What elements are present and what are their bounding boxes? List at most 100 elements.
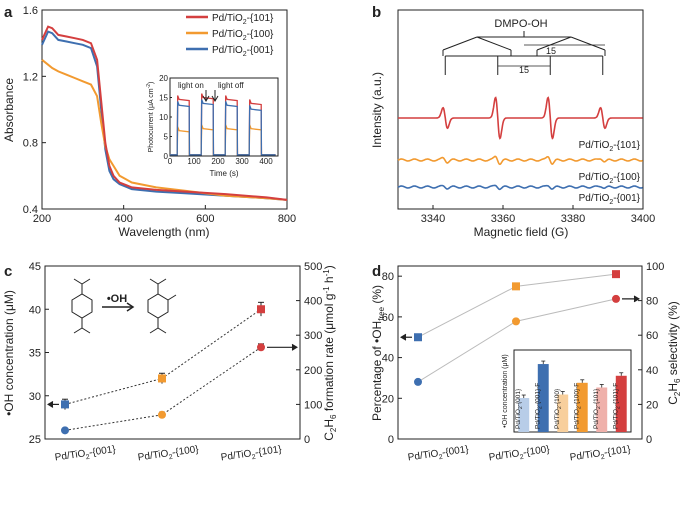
data-point-square [158,374,166,383]
inset-bar-label: Pd/TiO2-{100}-F [573,383,582,429]
legend-label-101: Pd/TiO2-{101} [212,13,274,26]
inset-bar-label: Pd/TiO2-{101} [593,388,602,429]
series-line [41,59,288,201]
data-point-circle [158,410,166,419]
panel-b-plot-frame [397,9,644,210]
data-point-square [257,305,265,314]
y-tick-label: 30 [29,391,41,403]
inset-y-tick-label: 10 [159,113,168,122]
panel-a-x-axis-label: Wavelength (nm) [119,225,210,239]
x-tick-label: 3400 [631,213,655,225]
panel-c-category-100: Pd/TiO2-{100} [137,444,200,466]
series-line [417,298,617,383]
series-dotted-line [64,308,262,405]
inset-bar-label: Pd/TiO2-{101}-F [612,383,621,429]
splitting-tree-line [476,36,512,51]
x-tick-label: 400 [114,213,132,225]
data-point-square [414,333,422,342]
panel-c-oh-c2h6-chart: 25 30 35 40 45 0 100 200 300 400 500 •OH concentra… [2,261,338,466]
panel-d-category-101: Pd/TiO2-{101} [569,444,632,466]
panel-d-inset-bar-chart: •OH concentration (μM) Pd/TiO2-{001} Pd/T… [502,349,632,433]
panel-d-oh-free-selectivity-chart: 0 20 40 60 80 0 20 40 60 80 100 Percentage of •OHf… [370,261,682,466]
data-point-square [512,282,520,291]
right-arrowhead-icon [291,343,298,351]
y2-tick-label: 80 [646,296,658,308]
panel-b-epr-chart: 3340 3360 3380 3400 Magnetic field (G) Inte… [370,9,655,239]
inset-x-tick-label: 100 [187,157,201,166]
legend-label-100: Pd/TiO2-{100} [212,29,274,42]
inset-x-tick-label: 300 [235,157,249,166]
y-tick-label: 60 [382,312,394,324]
data-point-circle [257,343,265,352]
y-tick-label: 40 [382,353,394,365]
reaction-scheme-terephthalic-to-hydroxy [71,278,177,334]
data-point-circle [512,317,520,326]
panel-d-category-100: Pd/TiO2-{100} [488,444,551,466]
inset-bar [615,375,627,432]
y2-tick-label: 40 [646,365,658,377]
panel-d-category-001: Pd/TiO2-{001} [407,444,470,466]
y-tick-label: 35 [29,348,41,360]
splitting-label-2: 15 [519,65,529,75]
splitting-tree-line [536,36,572,51]
inset-bar [596,387,608,432]
panel-c-category-101: Pd/TiO2-{101} [220,444,283,466]
inset-bar [557,394,569,432]
inset-bar-y-label: •OH concentration (μM) [502,354,509,427]
x-tick-label: 3380 [561,213,585,225]
trace-label-100: Pd/TiO2-{100} [579,172,641,185]
inset-background [170,78,278,156]
panel-b-title-dmpo-oh: DMPO-OH [494,18,547,30]
hyperfine-splitting-diagram [442,31,606,75]
inset-bar-frame [513,349,632,433]
y-tick-label: 0.4 [23,204,38,216]
panel-a-y-axis-label: Absorbance [2,78,16,142]
y2-tick-label: 200 [304,365,322,377]
x-tick-label: 3360 [491,213,515,225]
data-point-circle [414,377,422,386]
data-point-square [61,400,69,409]
panel-label-d: d [372,263,381,280]
panel-c-plot-frame [44,265,301,440]
inset-x-tick-label: 200 [211,157,225,166]
panel-label-a: a [4,4,13,21]
panel-b-y-axis-label: Intensity (a.u.) [370,72,384,148]
left-arrowhead-icon [400,333,407,341]
inset-bar [576,382,588,432]
annotation-light-on: light on [178,81,204,90]
panel-d-plot-frame [397,265,643,440]
y2-tick-label: 0 [646,434,652,446]
panel-a-inset-photocurrent: 0 100 200 300 400 0 5 10 15 20 Time (s) Photocurr… [146,74,279,178]
inset-y-tick-label: 0 [164,152,169,161]
inset-x-label: Time (s) [209,169,238,178]
trace-label-001: Pd/TiO2-{001} [579,193,641,206]
panel-b-x-axis-label: Magnetic field (G) [474,225,569,239]
benzene-ring-right-icon [147,293,169,319]
epr-trace [397,184,643,191]
legend-label-001: Pd/TiO2-{001} [212,45,274,58]
panel-c-category-001: Pd/TiO2-{001} [54,444,117,466]
arrow-light-on-icon [202,90,210,102]
y2-tick-label: 400 [304,296,322,308]
y-tick-label: 20 [382,393,394,405]
epr-trace [397,155,643,166]
data-point-square [612,270,620,279]
splitting-tree-line [442,36,478,51]
series-dotted-line [64,346,262,431]
inset-bar [537,364,549,432]
epr-trace [398,96,643,140]
x-tick-label: 800 [278,213,296,225]
y2-tick-label: 300 [304,330,322,342]
inset-y-tick-label: 20 [159,74,168,83]
y2-tick-label: 20 [646,399,658,411]
y-tick-label: 40 [29,304,41,316]
panel-label-c: c [4,263,12,280]
y-tick-label: 1.6 [23,5,38,17]
inset-bar-label: Pd/TiO2-{001} [515,388,524,429]
inset-y-label: Photocurrent (μA cm-2) [146,82,155,153]
inset-x-tick-label: 0 [168,157,173,166]
x-tick-label: 600 [196,213,214,225]
y-tick-label: 0 [388,434,394,446]
